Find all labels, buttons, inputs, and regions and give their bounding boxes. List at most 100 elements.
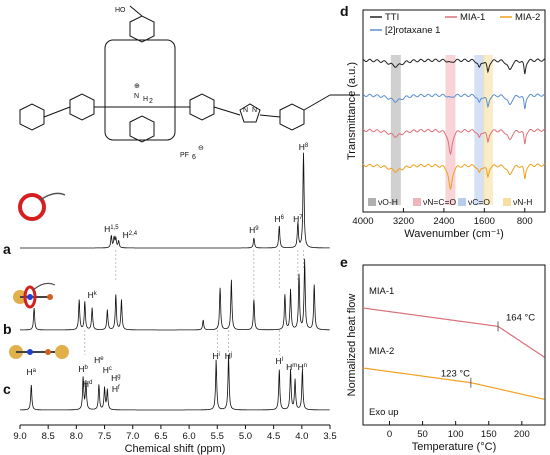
nmr-x-tick-label: 4.5 bbox=[267, 431, 280, 442]
nmr-label-h9: H9 bbox=[249, 225, 259, 235]
nmr-x-tick-label: 9.0 bbox=[13, 431, 26, 442]
nmr-label-hk: Hk bbox=[88, 290, 98, 300]
ir-band-label: νN-H bbox=[513, 197, 532, 207]
nmr-label-h8: H8 bbox=[299, 142, 309, 152]
dsc-exo-label: Exo up bbox=[369, 407, 399, 418]
ir-band-label: νN=C=O bbox=[423, 197, 456, 207]
nmr-label-h7: H7 bbox=[293, 214, 303, 224]
ir-x-tick-label: 800 bbox=[517, 216, 533, 227]
structure-label-h: H bbox=[143, 96, 148, 103]
chemical-structure bbox=[19, 5, 360, 143]
dsc-series-MIA-2 bbox=[362, 367, 545, 400]
structure-label-pf: PF bbox=[180, 152, 189, 159]
ir-band bbox=[445, 55, 456, 205]
structure-label-pf6: 6 bbox=[192, 154, 196, 161]
ir-legend-label: TTI bbox=[385, 12, 399, 23]
dsc-plot: 0 50 100 150 200 Temperature (°C) Normalized h… bbox=[346, 264, 546, 453]
dsc-y-axis-title: Normalized heat flow bbox=[346, 294, 358, 397]
nmr-x-tick-label: 8.5 bbox=[42, 431, 55, 442]
nmr-label-c: Hc bbox=[103, 365, 112, 375]
nmr-label-n: Hn bbox=[298, 362, 307, 372]
ir-series-TTI bbox=[362, 58, 546, 75]
structure-label-n1: N bbox=[243, 107, 248, 114]
ir-band-swatch bbox=[413, 198, 421, 206]
panel-b-label: b bbox=[3, 321, 12, 337]
ir-x-tick-label: 1600 bbox=[474, 216, 495, 227]
nmr-label-h15: H1,5 bbox=[104, 224, 119, 234]
dsc-frame bbox=[362, 264, 546, 426]
ir-band bbox=[390, 55, 401, 205]
dsc-x-tick-label: 150 bbox=[481, 429, 497, 440]
nmr-label-l: Hl bbox=[276, 356, 283, 366]
nmr-x-tick-label: 6.0 bbox=[182, 431, 195, 442]
nmr-x-tick-label: 5.0 bbox=[239, 431, 252, 442]
structure-label-minus: ⊖ bbox=[198, 145, 204, 152]
nmr-label-g: Hg bbox=[111, 373, 120, 383]
nmr-x-tick-label: 3.5 bbox=[323, 431, 336, 442]
nmr-label-a: Ha bbox=[27, 367, 37, 377]
nmr-x-tick-label: 7.0 bbox=[126, 431, 139, 442]
dsc-tg-label: 123 °C bbox=[441, 369, 470, 380]
structure-label-h2: 2 bbox=[149, 98, 153, 105]
ir-legend-label: MIA-2 bbox=[515, 12, 540, 23]
nmr-spectrum-b bbox=[20, 258, 330, 331]
nmr-label-d: Hd bbox=[83, 379, 92, 389]
structure-label-n2: N bbox=[252, 107, 257, 114]
dsc-series-label: MIA-1 bbox=[369, 286, 394, 297]
ir-series-MIA-2 bbox=[362, 163, 546, 191]
structure-label-plus: ⊕ bbox=[134, 83, 140, 90]
macrocycle-icon bbox=[18, 192, 66, 221]
ir-band-swatch bbox=[458, 198, 466, 206]
nmr-spectrum-a bbox=[20, 152, 330, 249]
nmr-x-tick-label: 7.5 bbox=[98, 431, 111, 442]
ir-band-swatch bbox=[503, 198, 511, 206]
panel-c-label: c bbox=[3, 381, 11, 397]
ir-plot: 4000 3200 2400 1600 800 Wavenumber (cm⁻¹) Tran… bbox=[346, 9, 546, 240]
ir-y-axis-title: Transmittance (a.u.) bbox=[346, 62, 358, 160]
ir-band-label: νO-H bbox=[378, 197, 398, 207]
dsc-tg-label: 164 °C bbox=[506, 312, 535, 323]
dsc-x-axis-title: Temperature (°C) bbox=[412, 441, 496, 453]
ir-series-MIA-1 bbox=[362, 128, 546, 156]
ir-band bbox=[482, 55, 493, 205]
structure-label-ho: HO bbox=[115, 7, 126, 14]
nmr-label-m: Hm bbox=[286, 362, 297, 372]
nmr-x-tick-label: 6.5 bbox=[154, 431, 167, 442]
panel-e-label: e bbox=[340, 254, 348, 270]
nmr-x-tick-label: 4.0 bbox=[295, 431, 308, 442]
ir-x-axis-title: Wavenumber (cm⁻¹) bbox=[404, 228, 504, 240]
nmr-label-h6: H6 bbox=[275, 214, 285, 224]
dsc-series-label: MIA-2 bbox=[369, 346, 394, 357]
nmr-label-h24: H2,4 bbox=[123, 230, 138, 240]
nmr-label-b: Hb bbox=[78, 364, 88, 374]
ir-x-tick-label: 3200 bbox=[393, 216, 414, 227]
ir-x-tick-label: 4000 bbox=[352, 216, 373, 227]
nmr-label-i: Hi bbox=[212, 351, 219, 361]
ir-legend-label: MIA-1 bbox=[460, 12, 485, 23]
nmr-label-j: Hj bbox=[225, 351, 232, 361]
rotaxane-icon bbox=[13, 282, 56, 309]
axle-icon bbox=[9, 345, 69, 359]
nmr-x-tick-label: 5.5 bbox=[211, 431, 224, 442]
ir-x-tick-label: 2400 bbox=[433, 216, 454, 227]
structure-label-n3: N bbox=[134, 93, 139, 100]
dsc-x-tick-label: 0 bbox=[387, 429, 392, 440]
dsc-x-tick-label: 100 bbox=[448, 429, 464, 440]
panel-d-label: d bbox=[340, 3, 349, 19]
nmr-label-e: He bbox=[94, 355, 104, 365]
dsc-x-tick-label: 50 bbox=[417, 429, 428, 440]
ir-band-swatch bbox=[368, 198, 376, 206]
nmr-spectrum-c bbox=[20, 354, 330, 411]
panel-a-label: a bbox=[3, 241, 11, 257]
nmr-label-f: Hf bbox=[112, 384, 120, 394]
dsc-x-tick-label: 200 bbox=[514, 429, 530, 440]
ir-legend-label: [2]rotaxane 1 bbox=[385, 25, 440, 36]
nmr-plot: 9.0 8.5 8.0 7.5 7.0 6.5 6.0 5.5 5.0 4.5 4.0 3.5 Chem… bbox=[13, 142, 336, 455]
dsc-series-MIA-1 bbox=[362, 307, 545, 358]
ir-band-label: νC=O bbox=[468, 197, 490, 207]
ir-frame bbox=[362, 9, 546, 213]
ir-band bbox=[474, 55, 485, 205]
ir-series--2-rotaxane-1 bbox=[362, 93, 546, 110]
nmr-x-tick-label: 8.0 bbox=[70, 431, 83, 442]
